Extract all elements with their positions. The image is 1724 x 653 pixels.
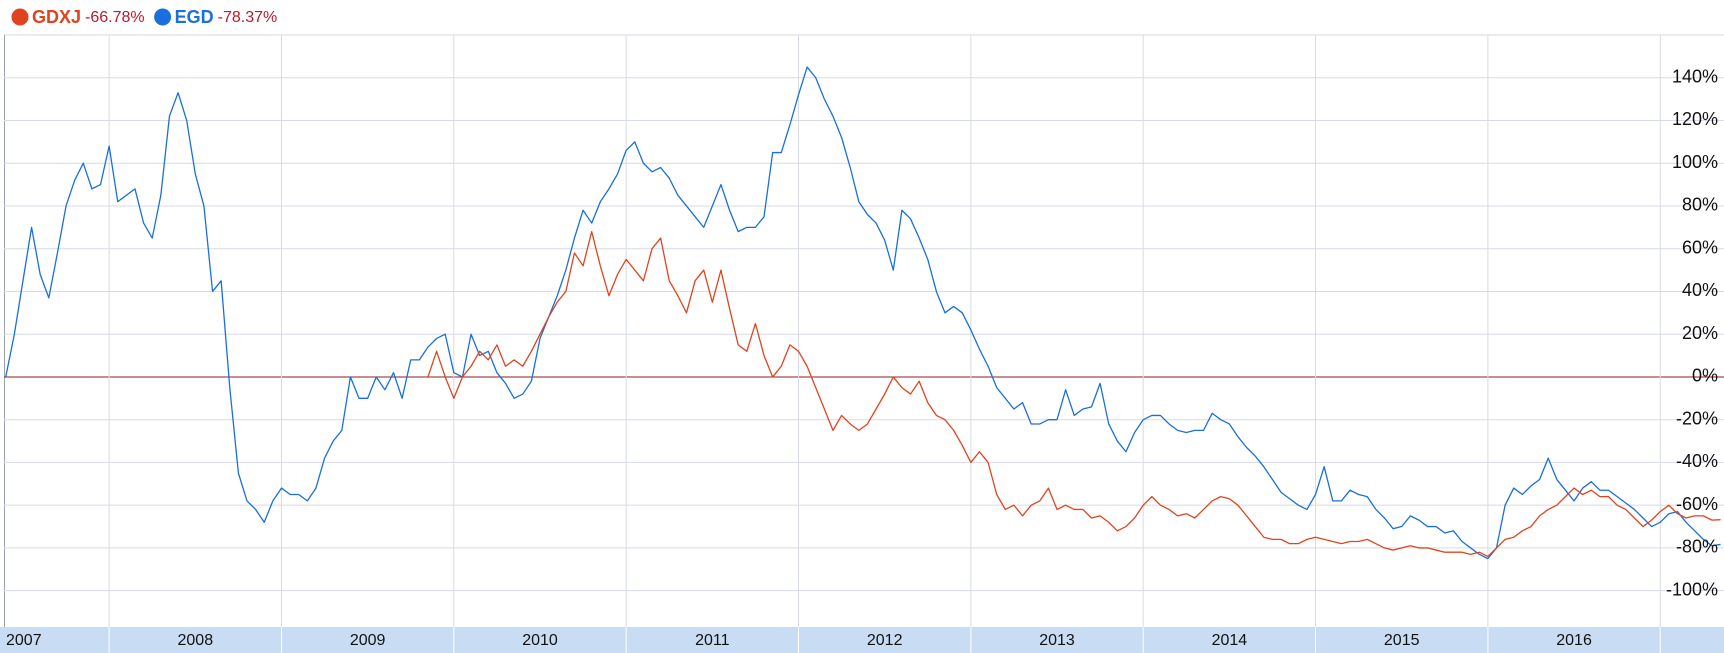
- y-tick-label: -20%: [1676, 408, 1718, 428]
- grid: [4, 35, 1724, 627]
- tick-labels: -100% -80% -60% -40% -20% 0% 20% 40% 60% 80% 100% 1…: [6, 66, 1718, 653]
- x-tick-label: 2008: [178, 632, 214, 649]
- y-tick-label: 40%: [1682, 280, 1718, 300]
- y-tick-label: 0%: [1692, 366, 1718, 386]
- x-tick-label: 2009: [350, 632, 386, 649]
- x-tick-label: 2016: [1556, 632, 1592, 649]
- legend: GDXJ -66.78% EGD -78.37%: [11, 7, 278, 27]
- series-lines: [5, 66, 1721, 560]
- y-tick-label: 120%: [1672, 109, 1718, 129]
- y-tick-label: -40%: [1676, 451, 1718, 471]
- y-tick-label: 140%: [1672, 66, 1718, 86]
- x-tick-label: 2011: [695, 632, 730, 649]
- x-tick-label: 2007: [6, 632, 42, 649]
- series-line: [427, 230, 1721, 558]
- legend-change: -78.37%: [218, 9, 278, 26]
- y-tick-label: -80%: [1676, 537, 1718, 557]
- legend-name: EGD: [175, 7, 214, 27]
- y-tick-label: 100%: [1672, 152, 1718, 172]
- x-tick-label: 2014: [1212, 632, 1248, 649]
- x-axis-band: [0, 627, 1724, 653]
- y-tick-label: -100%: [1666, 579, 1718, 599]
- x-tick-label: 2012: [867, 632, 903, 649]
- legend-swatch: [11, 8, 29, 26]
- series-line: [5, 66, 1721, 560]
- y-tick-label: -60%: [1676, 494, 1718, 514]
- y-tick-label: 60%: [1682, 237, 1718, 257]
- legend-swatch: [154, 8, 172, 26]
- legend-name: GDXJ: [32, 7, 81, 27]
- y-tick-label: 80%: [1682, 195, 1718, 215]
- y-tick-label: 20%: [1682, 323, 1718, 343]
- x-tick-label: 2015: [1384, 632, 1420, 649]
- x-tick-label: 2010: [522, 632, 558, 649]
- legend-change: -66.78%: [85, 9, 145, 26]
- x-tick-label: 2013: [1039, 632, 1075, 649]
